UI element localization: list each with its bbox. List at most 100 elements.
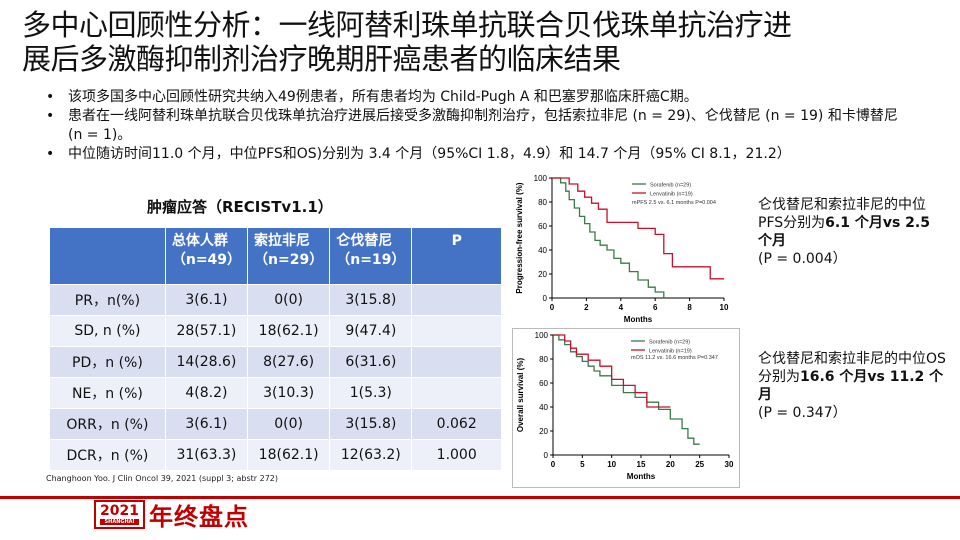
y-tick-label: 60 [538, 222, 547, 231]
table-cell: 3(15.8) [329, 283, 413, 315]
table-cell: 18(62.1) [247, 314, 331, 346]
table-cell [411, 283, 502, 315]
bullet-item: 中位随访时间11.0 个月，中位PFS和OS)分别为 3.4 个月（95%CI … [46, 145, 906, 164]
logo-year-badge: 2021 SHANGHAI [94, 499, 145, 529]
y-axis-label: Overall survival (%) [516, 358, 525, 433]
logo-text: 年终盘点 [148, 502, 249, 531]
table-cell: 3(15.8) [329, 407, 413, 439]
logo-year: 2021 [100, 502, 139, 519]
table-cell: ORR，n (%) [50, 407, 166, 439]
chart-annotation: mPFS 2.5 vs. 6.1 months P=0.004 [632, 200, 716, 206]
table-cell [411, 314, 502, 346]
table-cell: 6(31.6) [329, 345, 413, 377]
y-tick-label: 100 [534, 174, 548, 183]
table-cell: SD, n (%) [50, 314, 166, 346]
table-cell: 1.000 [411, 438, 502, 470]
os-km-svg: 0 20 40 60 80 100 0 5 10 15 20 25 30 Months Overall su… [516, 331, 734, 481]
y-axis-label: Progression-free survival (%) [515, 182, 524, 293]
table-cell [411, 376, 502, 408]
y-tick-label: 80 [539, 355, 548, 364]
x-tick-label: 6 [653, 303, 658, 312]
table-cell: 8(27.6) [247, 345, 331, 377]
x-tick-label: 30 [725, 460, 734, 469]
km-series-line [552, 177, 724, 280]
table-row: PD，n (%) 14(28.6) 8(27.6) 6(31.6) [50, 345, 502, 377]
table-cell: 31(63.3) [165, 438, 249, 470]
x-tick-label: 5 [580, 460, 585, 469]
y-tick-label: 0 [544, 451, 549, 460]
y-tick-label: 40 [539, 403, 548, 412]
table-cell: 0(0) [247, 283, 331, 315]
x-tick-label: 0 [550, 303, 555, 312]
pfs-km-chart: 0 20 40 60 80 100 0 2 4 6 8 10 Months Progression-fre… [512, 170, 740, 324]
x-tick-label: 25 [695, 460, 704, 469]
os-note-p: (P = 0.347） [758, 405, 847, 421]
legend-label: Sorafenib (n=29) [650, 183, 691, 189]
x-axis-label: Months [624, 315, 653, 324]
bullet-item: 患者在一线阿替利珠单抗联合贝伐珠单抗治疗进展后接受多激酶抑制剂治疗，包括索拉非尼… [46, 107, 906, 145]
table-cell: NE，n (%) [50, 376, 166, 408]
y-tick-label: 20 [538, 270, 547, 279]
y-tick-label: 80 [538, 198, 547, 207]
os-summary-note: 仑伐替尼和索拉非尼的中位OS分别为16.6 个月vs 11.2 个月 (P = … [758, 350, 948, 422]
legend-label: Sorafenib (n=29) [649, 340, 690, 346]
title-line-1: 多中心回顾性分析：一线阿替利珠单抗联合贝伐珠单抗治疗进 [22, 8, 792, 42]
y-tick-label: 60 [539, 379, 548, 388]
x-tick-label: 0 [551, 460, 556, 469]
table-cell: 1(5.3) [329, 376, 413, 408]
os-note-bold: 16.6 个月vs 11.2 个月 [758, 369, 944, 403]
logo-year-sub: SHANGHAI [100, 518, 139, 525]
table-header-cell: 仑伐替尼（n=19） [329, 228, 413, 284]
x-tick-label: 15 [637, 460, 646, 469]
table-row: NE，n (%) 4(8.2) 3(10.3) 1(5.3) [50, 376, 502, 408]
table-cell: 28(57.1) [165, 314, 249, 346]
bullet-item: 该项多国多中心回顾性研究共纳入49例患者，所有患者均为 Child-Pugh A… [46, 88, 906, 107]
table-cell [411, 345, 502, 377]
x-tick-label: 2 [584, 303, 589, 312]
table-header-cell: P [411, 228, 502, 284]
table-header-cell: 索拉非尼（n=29） [247, 228, 331, 284]
table-cell: 3(10.3) [247, 376, 331, 408]
footer-logo: 2021 SHANGHAI 年终盘点 [94, 497, 249, 531]
table-row: ORR，n (%) 3(6.1) 0(0) 3(15.8) 0.062 [50, 407, 502, 439]
pfs-km-svg: 0 20 40 60 80 100 0 2 4 6 8 10 Months Progression-fre… [515, 174, 729, 324]
table-header-row: 总体人群（n=49） 索拉非尼（n=29） 仑伐替尼（n=19） P [50, 228, 502, 284]
x-tick-label: 8 [687, 303, 692, 312]
footer-divider [0, 496, 960, 499]
x-axis-label: Months [627, 472, 656, 481]
pfs-note-text: 仑伐替尼和索拉非尼的中位PFS分别为 [758, 197, 926, 231]
table-cell: 3(6.1) [165, 283, 249, 315]
table-cell: DCR，n (%) [50, 438, 166, 470]
y-tick-label: 40 [538, 246, 547, 255]
os-km-chart: 0 20 40 60 80 100 0 5 10 15 20 25 30 Months Overall su… [512, 328, 740, 488]
km-series-line [553, 334, 700, 445]
title-line-2: 展后多激酶抑制剂治疗晚期肝癌患者的临床结果 [22, 42, 621, 76]
response-table: 总体人群（n=49） 索拉非尼（n=29） 仑伐替尼（n=19） P PR，n(… [50, 228, 502, 470]
pfs-note-bold: 6.1 个月vs 2.5 个月 [758, 215, 930, 249]
y-tick-label: 100 [535, 331, 549, 340]
table-cell: PR，n(%) [50, 283, 166, 315]
x-tick-label: 10 [720, 303, 729, 312]
table-cell: 0(0) [247, 407, 331, 439]
citation: Changhoon Yoo. J Clin Oncol 39, 2021 (su… [46, 474, 278, 483]
chart-annotation: mOS 11.2 vs. 16.6 months P=0.347 [631, 355, 718, 361]
table-cell: 9(47.4) [329, 314, 413, 346]
bullet-list: 该项多国多中心回顾性研究共纳入49例患者，所有患者均为 Child-Pugh A… [46, 88, 906, 164]
y-tick-label: 0 [543, 294, 548, 303]
table-row: PR，n(%) 3(6.1) 0(0) 3(15.8) [50, 283, 502, 315]
table-header-cell: 总体人群（n=49） [165, 228, 249, 284]
table-cell: PD，n (%) [50, 345, 166, 377]
slide-title: 多中心回顾性分析：一线阿替利珠单抗联合贝伐珠单抗治疗进 展后多激酶抑制剂治疗晚期… [22, 8, 942, 76]
table-cell: 14(28.6) [165, 345, 249, 377]
table-cell: 0.062 [411, 407, 502, 439]
y-tick-label: 20 [539, 427, 548, 436]
table-caption: 肿瘤应答（RECISTv1.1） [147, 198, 333, 216]
os-note-text: 仑伐替尼和索拉非尼的中位OS分别为 [758, 351, 946, 385]
table-cell: 4(8.2) [165, 376, 249, 408]
x-tick-label: 20 [666, 460, 675, 469]
x-tick-label: 10 [607, 460, 616, 469]
legend-label: Lenvatinib (n=19) [650, 192, 693, 198]
table-cell: 18(62.1) [247, 438, 331, 470]
legend-label: Lenvatinib (n=19) [649, 349, 692, 355]
table-row: SD, n (%) 28(57.1) 18(62.1) 9(47.4) [50, 314, 502, 346]
